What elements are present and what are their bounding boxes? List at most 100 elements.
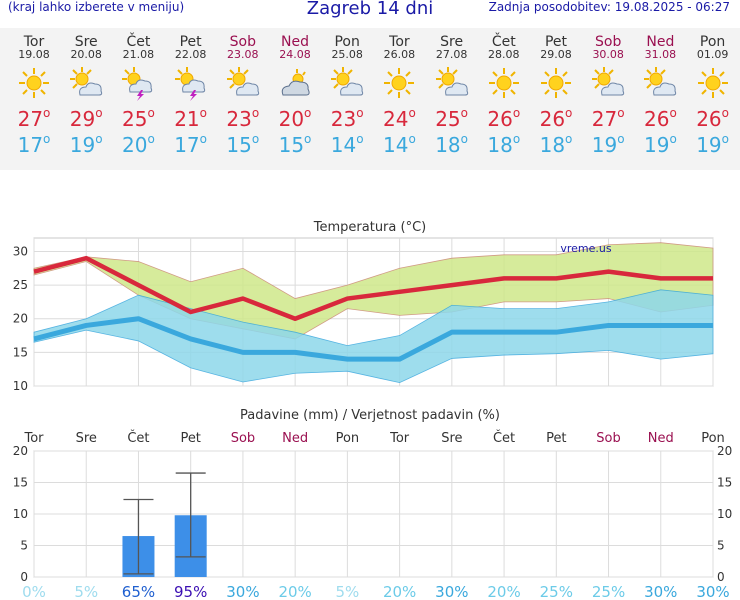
cloud-icon bbox=[269, 65, 321, 103]
temp-max: 25o bbox=[121, 106, 155, 131]
day-name: Pet bbox=[544, 34, 568, 50]
menu-hint: (kraj lahko izberete v meniju) bbox=[8, 0, 185, 14]
sun-icon bbox=[373, 65, 425, 103]
precipitation-probability: 25% bbox=[592, 583, 625, 600]
temp-max: 24o bbox=[382, 106, 416, 131]
day-name: Tor bbox=[23, 34, 45, 50]
x-tick-label: Čet bbox=[127, 430, 149, 446]
storm-icon bbox=[112, 65, 164, 103]
day-name: Sob bbox=[595, 34, 622, 50]
day-date: 19.08 bbox=[18, 48, 50, 61]
day-column: Ned 31.08 26o 19o bbox=[634, 28, 686, 157]
day-date: 23.08 bbox=[227, 48, 259, 61]
y-tick-label-left: 0 bbox=[20, 570, 28, 584]
temp-min: 17o bbox=[174, 132, 207, 157]
day-date: 27.08 bbox=[435, 48, 468, 61]
temp-min: 18o bbox=[435, 132, 468, 157]
precipitation-probability: 30% bbox=[644, 583, 677, 600]
day-date: 25.08 bbox=[331, 48, 363, 61]
day-name: Čet bbox=[126, 34, 151, 50]
day-name: Čet bbox=[491, 34, 516, 50]
precipitation-probability: 5% bbox=[335, 583, 359, 600]
day-name: Pon bbox=[699, 34, 726, 50]
temp-max: 23o bbox=[226, 106, 260, 131]
temp-max: 26o bbox=[539, 106, 573, 131]
y-tick-label: 20 bbox=[13, 312, 28, 326]
day-name: Ned bbox=[646, 34, 675, 50]
day-column: Sre 27.08 25o 18o bbox=[426, 28, 478, 157]
x-tick-label: Čet bbox=[493, 430, 515, 446]
precipitation-chart-title: Padavine (mm) / Verjetnost padavin (%) bbox=[240, 408, 500, 423]
y-tick-label-left: 15 bbox=[13, 476, 28, 490]
y-tick-label: 30 bbox=[13, 244, 28, 258]
sun-icon bbox=[478, 65, 530, 103]
temp-min: 19o bbox=[643, 132, 677, 157]
y-tick-label-right: 20 bbox=[717, 444, 732, 458]
day-column: Pet 22.08 21o 17o bbox=[165, 28, 217, 157]
temp-min: 18o bbox=[539, 132, 573, 157]
day-column: Čet 28.08 26o 18o bbox=[478, 28, 530, 157]
precipitation-probability: 30% bbox=[435, 583, 468, 600]
precipitation-probability: 20% bbox=[383, 583, 416, 600]
x-tick-label: Tor bbox=[23, 431, 44, 446]
x-tick-label: Sob bbox=[231, 431, 255, 446]
temp-min: 14o bbox=[382, 132, 416, 157]
temperature-chart: Temperatura (°C) 10 15 20 25 30 vreme.us bbox=[13, 220, 714, 393]
x-tick-label: Sre bbox=[76, 431, 97, 446]
precipitation-probability: 20% bbox=[487, 583, 520, 600]
day-column: Tor 26.08 24o 14o bbox=[373, 28, 425, 157]
day-date: 31.08 bbox=[644, 48, 677, 61]
temp-max: 27o bbox=[591, 106, 625, 131]
y-tick-label-right: 5 bbox=[717, 539, 725, 553]
day-column: Pon 01.09 26o 19o bbox=[687, 28, 739, 157]
y-tick-label: 25 bbox=[13, 278, 28, 292]
sun-cloud-icon bbox=[582, 65, 634, 103]
temp-min: 19o bbox=[696, 132, 729, 157]
day-column: Pet 29.08 26o 18o bbox=[530, 28, 582, 157]
y-tick-label-right: 0 bbox=[717, 570, 725, 584]
x-tick-label: Sob bbox=[596, 431, 620, 446]
day-date: 26.08 bbox=[383, 48, 416, 61]
temp-min: 14o bbox=[330, 132, 364, 157]
temp-min: 19o bbox=[591, 132, 625, 157]
y-tick-label: 10 bbox=[13, 379, 28, 393]
day-column: Tor 19.08 27o 17o bbox=[8, 28, 60, 157]
temp-max: 20o bbox=[278, 106, 312, 131]
day-date: 30.08 bbox=[592, 48, 624, 61]
day-column: Pon 25.08 23o 14o bbox=[321, 28, 373, 157]
precipitation-probability: 30% bbox=[696, 583, 729, 600]
sun-cloud-icon bbox=[60, 65, 112, 103]
sun-cloud-icon bbox=[426, 65, 478, 103]
temp-min: 15o bbox=[278, 132, 312, 157]
temp-min: 20o bbox=[121, 132, 155, 157]
precipitation-probability: 65% bbox=[122, 583, 155, 600]
sun-cloud-icon bbox=[321, 65, 373, 103]
x-tick-label: Pet bbox=[180, 431, 200, 446]
temp-min: 15o bbox=[226, 132, 260, 157]
min-temperature-range-band bbox=[33, 289, 714, 384]
day-date: 29.08 bbox=[540, 48, 572, 61]
temp-max: 26o bbox=[643, 106, 677, 131]
precipitation-probability: 95% bbox=[174, 583, 207, 600]
temp-min: 19o bbox=[69, 132, 103, 157]
y-tick-label-left: 20 bbox=[13, 444, 28, 458]
sun-cloud-icon bbox=[634, 65, 686, 103]
day-name: Pet bbox=[179, 34, 202, 50]
y-tick-label-left: 5 bbox=[20, 539, 28, 553]
day-column: Sob 23.08 23o 15o bbox=[217, 28, 269, 157]
page-title: Zagreb 14 dni bbox=[306, 0, 434, 19]
precipitation-probability: 5% bbox=[74, 583, 98, 600]
day-column: Čet 21.08 25o 20o bbox=[112, 28, 164, 157]
x-tick-label: Pon bbox=[336, 431, 360, 446]
precipitation-probability: 30% bbox=[226, 583, 259, 600]
day-date: 01.09 bbox=[696, 48, 729, 61]
day-column: Ned 24.08 20o 15o bbox=[269, 28, 321, 157]
day-date: 28.08 bbox=[488, 48, 520, 61]
max-temperature-line bbox=[33, 255, 713, 321]
temp-min: 18o bbox=[487, 132, 521, 157]
last-updated: Zadnja posodobitev: 19.08.2025 - 06:27 bbox=[488, 0, 730, 14]
temp-max: 26o bbox=[487, 106, 521, 131]
x-tick-label: Sre bbox=[441, 431, 462, 446]
day-column: Sob 30.08 27o 19o bbox=[582, 28, 634, 157]
precipitation-chart: Padavine (mm) / Verjetnost padavin (%) To… bbox=[13, 408, 733, 600]
